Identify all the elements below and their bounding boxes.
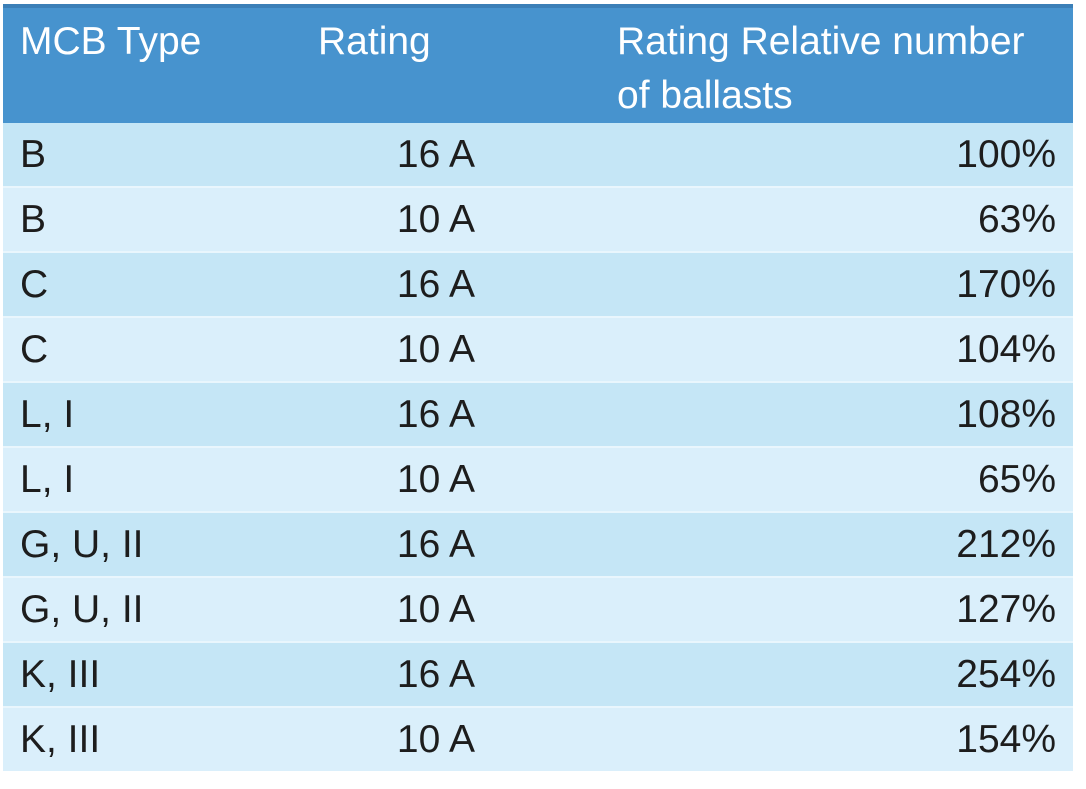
table-row: K, III 10 A 154% <box>3 706 1073 771</box>
cell-relative-ballasts: 254% <box>956 652 1056 696</box>
table-row: L, I 10 A 65% <box>3 446 1073 511</box>
cell-rating: 16 A <box>396 262 475 306</box>
column-header-relative-ballasts-label: Rating Relative number of ballasts <box>617 20 1025 117</box>
column-header-rating: Rating <box>318 20 431 63</box>
cell-relative-ballasts: 108% <box>956 392 1056 436</box>
cell-mcb-type: G, U, II <box>20 587 144 631</box>
cell-relative-ballasts: 170% <box>956 262 1056 306</box>
table-row: G, U, II 10 A 127% <box>3 576 1073 641</box>
cell-rating: 16 A <box>396 522 475 566</box>
cell-rating: 10 A <box>396 717 475 761</box>
cell-rating: 10 A <box>396 587 475 631</box>
table-row: L, I 16 A 108% <box>3 381 1073 446</box>
table-body: B 16 A 100% B 10 A 63% C 16 A 170% C 10 A 104% L, I 1… <box>3 123 1073 771</box>
cell-relative-ballasts: 127% <box>956 587 1056 631</box>
mcb-ballast-table: MCB Type Rating Rating Relative number o… <box>3 4 1073 771</box>
cell-rating: 16 A <box>396 132 475 176</box>
cell-rating: 16 A <box>396 652 475 696</box>
table-row: C 10 A 104% <box>3 316 1073 381</box>
cell-relative-ballasts: 154% <box>956 717 1056 761</box>
table-row: G, U, II 16 A 212% <box>3 511 1073 576</box>
cell-rating: 10 A <box>396 457 475 501</box>
table-row: B 16 A 100% <box>3 123 1073 186</box>
cell-relative-ballasts: 100% <box>956 132 1056 176</box>
table-header-row: MCB Type Rating Rating Relative number o… <box>3 4 1073 123</box>
cell-mcb-type: K, III <box>20 652 101 696</box>
cell-relative-ballasts: 65% <box>977 457 1056 501</box>
cell-mcb-type: L, I <box>20 392 75 436</box>
column-header-relative-ballasts: Rating Relative number of ballasts <box>478 8 1073 123</box>
cell-mcb-type: C <box>20 327 49 371</box>
cell-relative-ballasts: 104% <box>956 327 1056 371</box>
cell-mcb-type: B <box>20 132 47 176</box>
cell-rating: 16 A <box>396 392 475 436</box>
cell-mcb-type: K, III <box>20 717 101 761</box>
cell-rating: 10 A <box>396 197 475 241</box>
cell-mcb-type: G, U, II <box>20 522 144 566</box>
cell-rating: 10 A <box>396 327 475 371</box>
cell-mcb-type: B <box>20 197 47 241</box>
table-row: B 10 A 63% <box>3 186 1073 251</box>
table-row: K, III 16 A 254% <box>3 641 1073 706</box>
column-header-mcb-type: MCB Type <box>20 20 202 63</box>
cell-relative-ballasts: 63% <box>977 197 1056 241</box>
table-row: C 16 A 170% <box>3 251 1073 316</box>
cell-relative-ballasts: 212% <box>956 522 1056 566</box>
cell-mcb-type: C <box>20 262 49 306</box>
cell-mcb-type: L, I <box>20 457 75 501</box>
